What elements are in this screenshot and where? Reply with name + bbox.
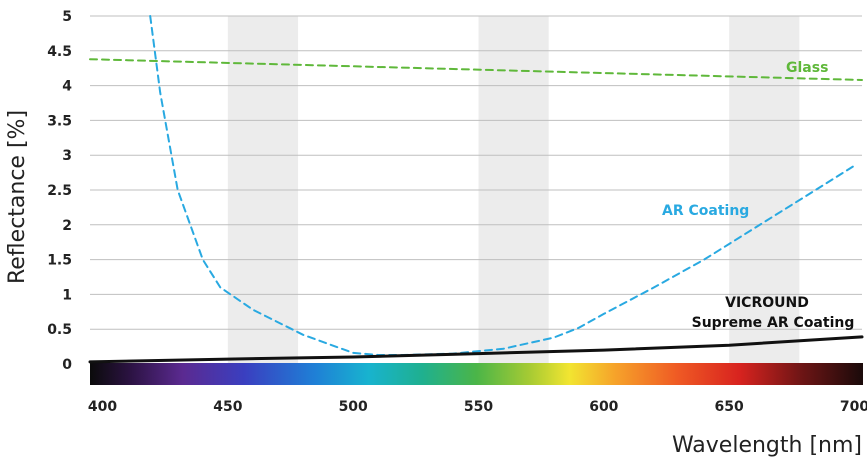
y-tick-label: 1.5 [47, 253, 72, 269]
vicround-label-line2: Supreme AR Coating [692, 315, 855, 331]
y-tick-label: 3.5 [47, 113, 72, 129]
x-tick-label: 500 [339, 399, 368, 415]
x-axis-title: Wavelength [nm] [672, 433, 862, 458]
glass-series-label: Glass [786, 60, 828, 76]
color-spectrum-bar [90, 363, 863, 385]
y-tick-label: 4 [62, 79, 72, 95]
x-tick-label: 550 [464, 399, 493, 415]
x-tick-label: 600 [589, 399, 618, 415]
ar-coating-series-label: AR Coating [662, 203, 749, 219]
y-tick-label: 0 [62, 357, 72, 373]
y-tick-label: 0.5 [47, 322, 72, 338]
vicround-label-line1: VICROUND [725, 295, 809, 311]
x-tick-label: 450 [213, 399, 242, 415]
gridlines [90, 15, 862, 330]
series-layer [88, 15, 864, 364]
y-tick-label: 2.5 [47, 183, 72, 199]
x-tick-label: 700 [840, 399, 867, 415]
y-axis-title: Reflectance [%] [5, 110, 30, 284]
vicround-supreme-ar-coating-line [88, 335, 864, 364]
y-tick-label: 5 [62, 9, 72, 25]
y-tick-label: 1 [62, 287, 72, 303]
x-tick-label: 400 [88, 399, 117, 415]
y-tick-label: 4.5 [47, 44, 72, 60]
x-tick-label: 650 [715, 399, 744, 415]
x-axis-ticks: 400 450 500 550 600 650 700 [88, 399, 867, 415]
glass-line [89, 58, 863, 81]
y-tick-label: 2 [62, 218, 72, 234]
y-axis-ticks: 0 0.5 1 1.5 2 2.5 3 3.5 4 4.5 5 [47, 9, 72, 373]
y-tick-label: 3 [62, 148, 72, 164]
